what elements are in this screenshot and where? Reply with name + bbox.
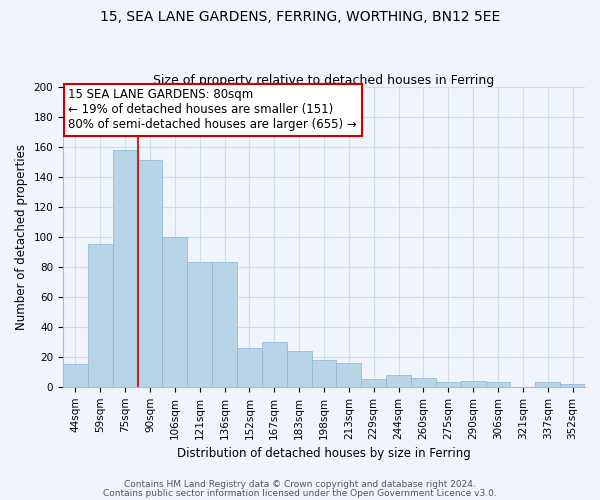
Text: Contains public sector information licensed under the Open Government Licence v3: Contains public sector information licen…	[103, 488, 497, 498]
Bar	[411, 378, 436, 387]
Bar	[137, 160, 163, 387]
Bar	[187, 262, 212, 387]
Bar	[163, 237, 187, 387]
Text: 15, SEA LANE GARDENS, FERRING, WORTHING, BN12 5EE: 15, SEA LANE GARDENS, FERRING, WORTHING,…	[100, 10, 500, 24]
X-axis label: Distribution of detached houses by size in Ferring: Distribution of detached houses by size …	[177, 447, 471, 460]
Bar	[485, 382, 511, 387]
Bar	[337, 363, 361, 387]
Bar	[237, 348, 262, 387]
Bar	[113, 150, 137, 387]
Bar	[535, 382, 560, 387]
Bar	[212, 262, 237, 387]
Y-axis label: Number of detached properties: Number of detached properties	[15, 144, 28, 330]
Title: Size of property relative to detached houses in Ferring: Size of property relative to detached ho…	[154, 74, 494, 87]
Bar	[560, 384, 585, 387]
Text: 15 SEA LANE GARDENS: 80sqm
← 19% of detached houses are smaller (151)
80% of sem: 15 SEA LANE GARDENS: 80sqm ← 19% of deta…	[68, 88, 357, 132]
Bar	[386, 375, 411, 387]
Text: Contains HM Land Registry data © Crown copyright and database right 2024.: Contains HM Land Registry data © Crown c…	[124, 480, 476, 489]
Bar	[436, 382, 461, 387]
Bar	[262, 342, 287, 387]
Bar	[88, 244, 113, 387]
Bar	[63, 364, 88, 387]
Bar	[361, 380, 386, 387]
Bar	[287, 351, 311, 387]
Bar	[461, 381, 485, 387]
Bar	[311, 360, 337, 387]
